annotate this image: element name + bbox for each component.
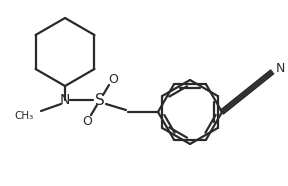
Text: O: O	[108, 73, 118, 86]
Text: N: N	[60, 93, 70, 107]
Text: N: N	[275, 62, 285, 75]
Text: S: S	[95, 92, 105, 108]
Text: O: O	[82, 115, 92, 127]
Text: CH₃: CH₃	[15, 111, 34, 121]
